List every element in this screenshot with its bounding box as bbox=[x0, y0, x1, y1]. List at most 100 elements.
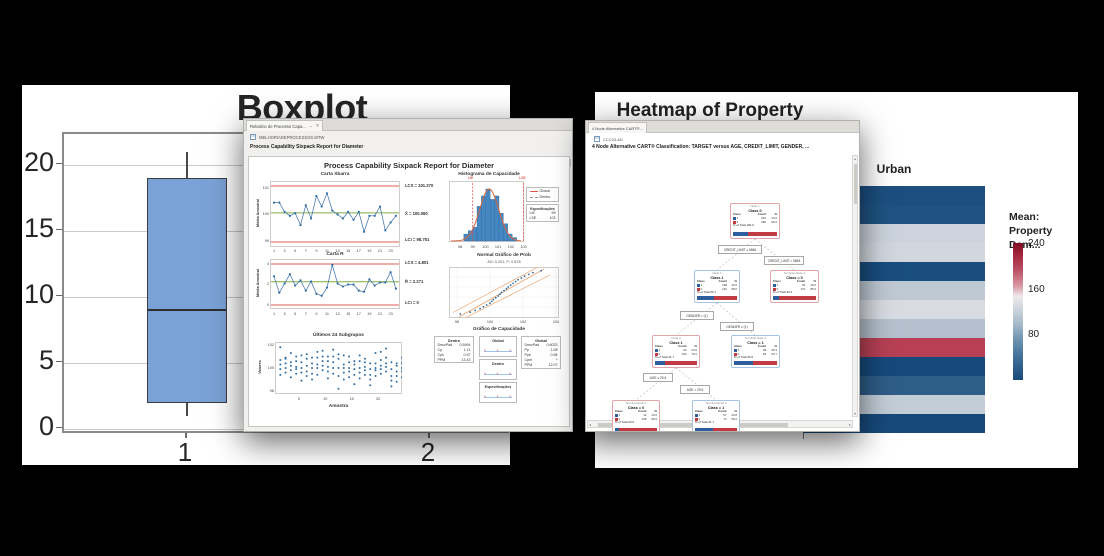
box[interactable] bbox=[147, 178, 227, 403]
class-swatch bbox=[773, 288, 776, 291]
interval-line bbox=[484, 351, 512, 352]
class-swatch bbox=[655, 349, 658, 353]
x-axis-tick-label: 13 bbox=[335, 249, 340, 253]
node-number: Terminal Node 4 bbox=[783, 271, 806, 275]
legend-item: Dentro bbox=[527, 194, 558, 200]
class-swatch bbox=[615, 414, 618, 418]
x-axis-tick-label: 102 bbox=[519, 320, 527, 324]
capability-title: Gráfico de Capacidade bbox=[473, 327, 525, 332]
bar-class0 bbox=[779, 296, 816, 300]
bar-class0 bbox=[753, 361, 777, 365]
x-axis-tick-label: 98 bbox=[457, 245, 463, 249]
tab-close-icon[interactable]: ✕ bbox=[315, 123, 320, 128]
y-axis-tick-label: 5 bbox=[38, 345, 54, 375]
node-table-header: Class Count% bbox=[734, 344, 777, 349]
x-axis-tick-label: 13 bbox=[335, 312, 340, 316]
bar-class0 bbox=[619, 428, 657, 431]
interval-line bbox=[484, 397, 512, 398]
node-table-row: 0 108 90.0 bbox=[613, 417, 659, 422]
node-total: % of Total 100.0 bbox=[733, 223, 754, 228]
tab-chevron-icon[interactable]: ⌄ bbox=[308, 123, 313, 128]
x-axis-tick-label: 7 bbox=[304, 249, 307, 253]
x-axis-tick-label: 19 bbox=[367, 312, 372, 316]
node-class-bar bbox=[615, 428, 657, 431]
split-rule-label: AGE > 29.5 bbox=[680, 385, 710, 394]
y-axis-tick bbox=[56, 426, 62, 428]
bar-class0 bbox=[713, 296, 737, 300]
tree-node-t3[interactable]: Terminal Node 3 Class = 1 Class Count% 1 68 45… bbox=[731, 335, 780, 368]
hist-title: Histograma de Capacidade bbox=[458, 172, 520, 177]
cart-tab-bar: 4 Node Alternative CART®... bbox=[586, 121, 859, 133]
x-axis-tick-label: 17 bbox=[356, 312, 361, 316]
cart-tree-canvas: CREDIT_LIMIT ≤ 5848 CREDIT_LIMIT > 5848 GE… bbox=[587, 155, 853, 431]
spec-row: LSE 103 bbox=[529, 215, 556, 220]
x-axis-tick-label: 1 bbox=[272, 249, 276, 253]
cart-tab-label: 4 Node Alternative CART®... bbox=[592, 125, 643, 131]
cart-window: 4 Node Alternative CART®... CCC03.AD 4 N… bbox=[585, 120, 860, 432]
class-swatch bbox=[734, 353, 737, 356]
x-axis-tick-label: 10 bbox=[323, 397, 328, 401]
tree-node-t2[interactable]: Terminal Node 2 Class = 1 Class Count% 1 57 43… bbox=[692, 400, 740, 431]
scatter-svg bbox=[275, 342, 403, 394]
class-swatch bbox=[733, 217, 736, 221]
y-axis-tick bbox=[56, 228, 62, 230]
y-axis-tick-label: 100 bbox=[267, 365, 274, 370]
heatmap-axis-tick bbox=[803, 433, 804, 439]
interval-marker: + bbox=[508, 348, 512, 353]
prob-subtitle: AD: 0.201, P: 0.878 bbox=[487, 260, 521, 264]
node-table-row: 1 60 24.0 bbox=[653, 348, 699, 353]
tree-node-t4[interactable]: Terminal Node 4 Class = 0 Class Count% 1 30 15… bbox=[770, 270, 819, 303]
heatmap-legend-gradient bbox=[1013, 243, 1023, 380]
node-class-bar bbox=[655, 361, 697, 365]
legend-tick-label: 240 bbox=[1028, 238, 1045, 249]
spec-row: LIE 99 bbox=[529, 210, 556, 215]
tree-node-n1[interactable]: Node 1 Class 0 Class Count% 1 204 34.0 0 396 66.0… bbox=[730, 203, 780, 239]
worksheet-icon bbox=[250, 134, 256, 140]
y-axis-tick-label: 0 bbox=[266, 302, 269, 307]
x-axis-tick-label: 17 bbox=[356, 249, 361, 253]
bar-class1 bbox=[697, 296, 714, 300]
subgroup-scatter bbox=[275, 342, 403, 399]
node-table-row: 0 396 66.0 bbox=[731, 220, 779, 225]
class-swatch bbox=[733, 221, 736, 224]
split-rule-label: AGE ≤ 29.5 bbox=[643, 373, 673, 382]
sixpack-tab[interactable]: Relatório de Processo Capa... ⌄ ✕ bbox=[246, 120, 324, 131]
xbar-chart bbox=[270, 181, 400, 252]
node-table-row: 0 170 85.0 bbox=[771, 287, 818, 292]
class-swatch bbox=[697, 284, 700, 288]
y-axis-tick-label: 101 bbox=[262, 185, 269, 190]
vertical-scrollbar[interactable]: ▴ ▾ bbox=[852, 155, 858, 417]
x-axis-tick bbox=[428, 433, 430, 438]
node-class-bar bbox=[734, 361, 777, 365]
worksheet-row: MELHORIADEPROCESSOS.MTW bbox=[250, 134, 324, 140]
tree-node-n3[interactable]: Node 3 Class 1 Class Count% 1 60 24.0 0 190 76.0%… bbox=[652, 335, 700, 368]
class-swatch bbox=[695, 418, 698, 421]
node-class-label: Class 1 bbox=[669, 340, 683, 345]
bar-class1 bbox=[773, 296, 780, 300]
tree-node-t1[interactable]: Terminal Node 1 Class = 0 Class Count% 1 12 10… bbox=[612, 400, 660, 431]
r-title: Carta R bbox=[326, 252, 344, 257]
node-class-label: Class 0 bbox=[748, 208, 762, 213]
node-table-row: 0 190 76.0 bbox=[653, 352, 699, 357]
worksheet-icon bbox=[594, 136, 600, 142]
last24-title: Últimos 24 Subgrupos bbox=[313, 333, 364, 338]
x-axis-tick-label: 102 bbox=[507, 245, 514, 249]
split-rule-label: GENDER ≠ (1) bbox=[720, 322, 754, 331]
node-class-bar bbox=[697, 296, 737, 300]
x-axis-tick bbox=[185, 433, 187, 438]
x-axis-tick-label: 21 bbox=[377, 312, 383, 316]
sixpack-window: Relatório de Processo Capa... ⌄ ✕ MELHOR… bbox=[243, 118, 573, 432]
node-class-label: Class = 0 bbox=[627, 405, 645, 410]
hist-svg bbox=[449, 181, 524, 242]
prob-svg bbox=[449, 266, 559, 319]
x-axis-tick-label: 99 bbox=[470, 245, 475, 249]
r-svg bbox=[270, 259, 400, 309]
cart-tab[interactable]: 4 Node Alternative CART®... bbox=[588, 122, 647, 133]
bar-class1 bbox=[655, 361, 666, 365]
node-table-row: 0 232 58.0 bbox=[695, 287, 739, 292]
node-total: % of Total 20.0 bbox=[615, 420, 635, 425]
stat-row: Ppk 0.96 bbox=[524, 352, 558, 357]
node-class-label: Class = 1 bbox=[747, 340, 764, 345]
class-swatch bbox=[734, 349, 737, 353]
tree-node-n2[interactable]: Node 2 Class 1 Class Count% 1 168 42.0 0 232 58.0… bbox=[694, 270, 740, 303]
